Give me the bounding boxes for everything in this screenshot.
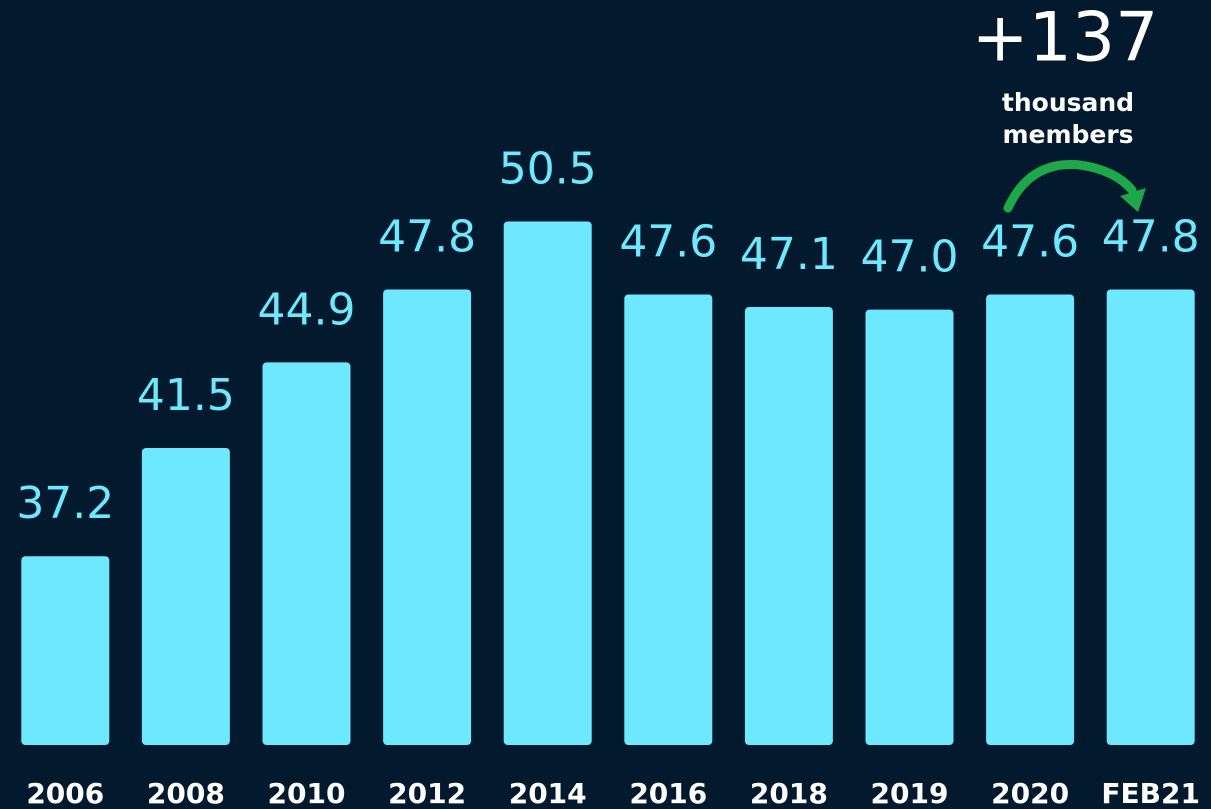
bar — [21, 556, 110, 745]
arrow-head — [1120, 188, 1146, 212]
value-label: 47.0 — [861, 232, 959, 283]
value-label: 47.8 — [378, 211, 476, 262]
value-label: 47.6 — [981, 216, 1079, 267]
value-label: 47.6 — [619, 216, 717, 267]
value-label: 47.1 — [740, 229, 838, 280]
x-tick-label: 2014 — [509, 777, 587, 809]
bar — [865, 309, 954, 745]
annotation-value: +137 — [972, 0, 1159, 78]
bar — [1106, 289, 1195, 745]
bar — [744, 307, 833, 745]
annotation-text: thousand — [1002, 88, 1134, 117]
annotation-text: members — [1002, 120, 1133, 149]
x-tick-label: 2020 — [991, 777, 1069, 809]
x-tick-label: FEB21 — [1101, 777, 1200, 809]
bar — [383, 289, 472, 745]
x-tick-label: 2008 — [147, 777, 225, 809]
x-tick-label: 2019 — [871, 777, 949, 809]
bar — [262, 362, 351, 745]
x-tick-label: 2018 — [750, 777, 828, 809]
x-tick-label: 2012 — [388, 777, 466, 809]
bar — [503, 221, 592, 746]
bar — [624, 294, 713, 745]
bar — [141, 448, 230, 745]
x-tick-label: 2010 — [268, 777, 346, 809]
value-label: 47.8 — [1102, 211, 1200, 262]
value-label: 41.5 — [137, 370, 235, 421]
bar — [986, 294, 1075, 745]
value-label: 50.5 — [499, 143, 597, 194]
value-label: 37.2 — [16, 478, 114, 529]
x-tick-label: 2016 — [629, 777, 707, 809]
arrow — [1003, 160, 1137, 213]
x-tick-label: 2006 — [26, 777, 104, 809]
value-label: 44.9 — [258, 284, 356, 335]
